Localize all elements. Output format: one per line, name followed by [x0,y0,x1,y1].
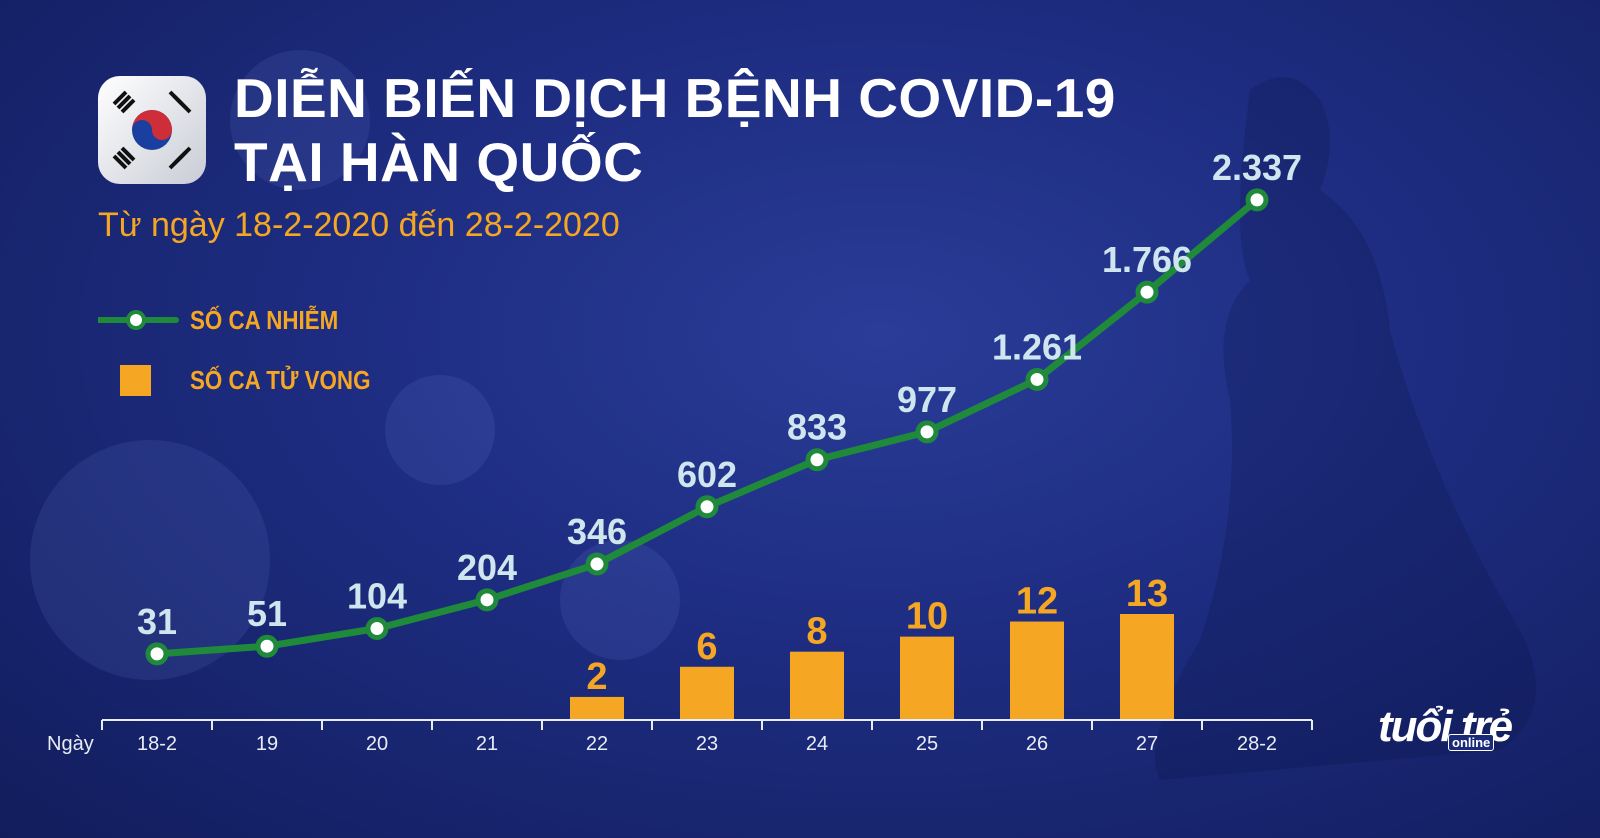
person-silhouette [1155,77,1536,781]
cases-data-label: 602 [677,454,737,495]
death-data-label: 8 [806,611,827,653]
x-tick-label: 23 [696,733,718,755]
x-tick-label: 27 [1136,733,1158,755]
death-data-label: 6 [696,626,717,668]
cases-data-label: 977 [897,379,957,420]
subtitle: Từ ngày 18-2-2020 đến 28-2-2020 [98,206,620,244]
south-korea-flag-icon [98,76,206,184]
x-axis-title: Ngày [47,733,94,755]
virus-icon [230,50,370,190]
title-line-2: TẠI HÀN QUỐC [234,131,644,193]
cases-point [1245,188,1269,212]
x-tick-label: 24 [806,733,828,755]
virus-icon [385,375,495,485]
cases-point [475,588,499,612]
legend-label-deaths: SỐ CA TỬ VONG [190,364,371,395]
cases-series-line [153,196,1261,658]
x-tick-label: 18-2 [137,733,177,755]
cases-data-label: 31 [137,601,177,642]
death-bar [1120,614,1174,720]
cases-point [365,617,389,641]
cases-point [805,448,829,472]
x-tick-label: 25 [916,733,938,755]
cases-data-label: 1.766 [1102,239,1192,280]
cases-point [145,642,169,666]
x-tick-label: 28-2 [1237,733,1277,755]
title-line-1: DIỄN BIẾN DỊCH BỆNH COVID-19 [234,67,1116,129]
legend-line-marker-icon [98,310,179,330]
legend-bar-marker-icon [120,365,151,396]
cases-data-label: 51 [247,593,287,634]
legend-item-cases: SỐ CA NHIỄM [98,300,362,340]
death-bar [790,651,844,720]
cases-data-label: 104 [347,576,407,617]
cases-data-label: 1.261 [992,326,1082,367]
death-data-label: 12 [1016,581,1058,623]
death-data-label: 13 [1126,573,1168,615]
cases-data-label: 833 [787,407,847,448]
legend-label-cases: SỐ CA NHIỄM [190,304,339,335]
death-bar [570,696,624,720]
cases-data-label: 346 [567,511,627,552]
x-tick-label: 19 [256,733,278,755]
cases-point [585,552,609,576]
cases-data-label: 2.337 [1212,147,1302,188]
death-data-label: 2 [586,656,607,698]
virus-icon [30,440,270,680]
x-tick-label: 26 [1026,733,1048,755]
x-tick-label: 21 [476,733,498,755]
death-bar [1010,621,1064,720]
tuoitre-logo-sub: online [1448,734,1495,751]
death-bar [680,666,734,720]
cases-data-label: 204 [457,547,517,588]
cases-point [1135,280,1159,304]
death-bar [900,636,954,720]
title-block: DIỄN BIẾN DỊCH BỆNH COVID-19 TẠI HÀN QUỐ… [234,66,1116,194]
cases-point [915,420,939,444]
cases-point [695,495,719,519]
cases-point [255,634,279,658]
x-tick-label: 22 [586,733,608,755]
x-tick-label: 20 [366,733,388,755]
cases-point [1025,367,1049,391]
legend-item-deaths: SỐ CA TỬ VONG [98,360,400,400]
death-data-label: 10 [906,596,948,638]
